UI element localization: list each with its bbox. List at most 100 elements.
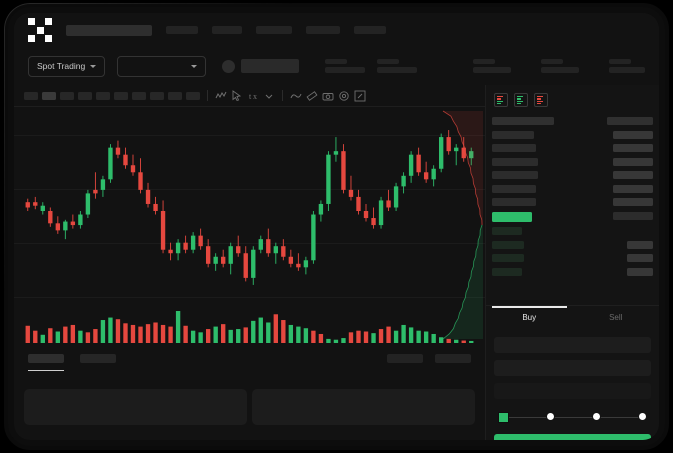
nav-item-1[interactable]	[66, 24, 152, 36]
order-book-ask-row[interactable]	[492, 144, 653, 152]
stat-change-24h	[377, 59, 417, 73]
orderbook-view-modes	[486, 85, 659, 113]
order-book-ask-row[interactable]	[492, 171, 653, 179]
app-header	[14, 13, 659, 47]
cursor-icon[interactable]	[231, 89, 243, 102]
nav-item-5[interactable]	[306, 26, 340, 34]
step-1[interactable]	[498, 411, 509, 423]
stat-last-price	[325, 59, 365, 73]
chart-action-1[interactable]	[387, 354, 423, 363]
candlestick-series	[25, 130, 474, 285]
chart-tab-info[interactable]	[80, 354, 116, 363]
tab-buy[interactable]: Buy	[486, 306, 573, 329]
tab-sell-label: Sell	[609, 313, 623, 322]
timeframe-1h[interactable]	[96, 91, 110, 100]
toolbar-divider	[207, 90, 208, 101]
price-chart[interactable]	[14, 107, 485, 345]
chart-action-2[interactable]	[435, 354, 471, 363]
chevron-down-icon	[191, 64, 197, 68]
order-book-bid-row[interactable]	[492, 267, 653, 276]
stat-high-24h	[473, 59, 511, 73]
pair-selector[interactable]	[117, 55, 206, 77]
camera-icon[interactable]	[322, 90, 334, 102]
order-book-bid-row[interactable]	[492, 254, 653, 262]
volume-series	[25, 311, 474, 343]
price-field[interactable]	[494, 360, 651, 376]
order-book-rows[interactable]	[486, 113, 659, 305]
bottom-panels	[14, 381, 485, 440]
chart-bottom-tabs	[14, 347, 485, 375]
svg-text:t: t	[249, 92, 252, 101]
step-2[interactable]	[546, 411, 555, 421]
chart-gridline	[14, 297, 485, 298]
indicator-icon[interactable]	[290, 90, 302, 102]
chart-tab-actions	[387, 354, 471, 368]
trading-mode-selector[interactable]: Spot Trading	[28, 55, 106, 77]
step-3[interactable]	[592, 411, 601, 421]
chart-gridline	[14, 243, 485, 244]
pair-badge[interactable]	[222, 59, 299, 73]
timeframe-1d[interactable]	[132, 91, 146, 100]
header-nav	[66, 24, 386, 36]
chart-gridline	[14, 189, 485, 190]
depth-chart-overlay	[438, 107, 485, 345]
app-screen: Spot Trading	[14, 13, 659, 440]
order-book-spread-row[interactable]	[492, 211, 653, 222]
timeframe-1w[interactable]	[150, 91, 164, 100]
timeframe-4h[interactable]	[114, 91, 128, 100]
stat-low-24h	[541, 59, 579, 73]
timeframe-30m[interactable]	[78, 91, 92, 100]
positions-panel-placeholder[interactable]	[252, 389, 475, 425]
nav-item-2[interactable]	[166, 26, 198, 34]
chart-gridline	[14, 135, 485, 136]
pair-name-placeholder	[241, 59, 299, 73]
svg-text:x: x	[253, 92, 257, 101]
amount-field[interactable]	[494, 383, 651, 399]
onboarding-stepper	[486, 406, 659, 428]
chevron-down-icon[interactable]	[263, 90, 275, 102]
orderbook-view-both[interactable]	[494, 93, 508, 107]
order-type-field[interactable]	[494, 337, 651, 353]
step-4[interactable]	[638, 411, 647, 421]
timeframe-more[interactable]	[186, 91, 200, 100]
nav-item-3[interactable]	[212, 26, 242, 34]
trading-mode-label: Spot Trading	[37, 61, 86, 71]
order-book-header-row	[492, 117, 653, 125]
chevron-down-icon	[90, 64, 97, 68]
order-form	[486, 329, 659, 399]
order-book-ask-row[interactable]	[492, 198, 653, 206]
orders-panel-placeholder[interactable]	[24, 389, 247, 425]
ruler-icon[interactable]	[306, 90, 318, 102]
stepper-track	[502, 416, 647, 418]
okx-logo-icon[interactable]	[28, 18, 52, 42]
depth-chart-svg	[442, 110, 483, 340]
order-book-panel: Buy Sell	[485, 85, 659, 440]
toolbar-divider-2	[282, 90, 283, 101]
order-book-ask-row[interactable]	[492, 184, 653, 193]
timeframe-5m[interactable]	[42, 91, 56, 100]
tab-sell[interactable]: Sell	[573, 306, 660, 329]
nav-item-6[interactable]	[354, 26, 386, 34]
order-book-bid-row[interactable]	[492, 240, 653, 249]
order-book-bid-row[interactable]	[492, 227, 653, 235]
settings-icon[interactable]	[338, 90, 350, 102]
chart-tab-chart[interactable]	[28, 354, 64, 371]
trade-panel-tabs: Buy Sell	[486, 305, 659, 329]
timeframe-15m[interactable]	[60, 91, 74, 100]
market-bar: Spot Trading	[14, 47, 659, 85]
order-book-ask-row[interactable]	[492, 157, 653, 166]
timeframe-1m[interactable]	[24, 91, 38, 100]
orderbook-view-asks[interactable]	[534, 93, 548, 107]
tab-buy-label: Buy	[522, 313, 537, 322]
fullscreen-icon[interactable]	[354, 90, 366, 102]
nav-item-4[interactable]	[256, 26, 292, 34]
order-book-ask-row[interactable]	[492, 130, 653, 139]
orderbook-view-bids[interactable]	[514, 93, 528, 107]
timeframe-1mo[interactable]	[168, 91, 182, 100]
trend-line-icon[interactable]	[215, 90, 227, 102]
coin-icon	[222, 59, 235, 73]
place-order-button[interactable]	[494, 434, 651, 440]
